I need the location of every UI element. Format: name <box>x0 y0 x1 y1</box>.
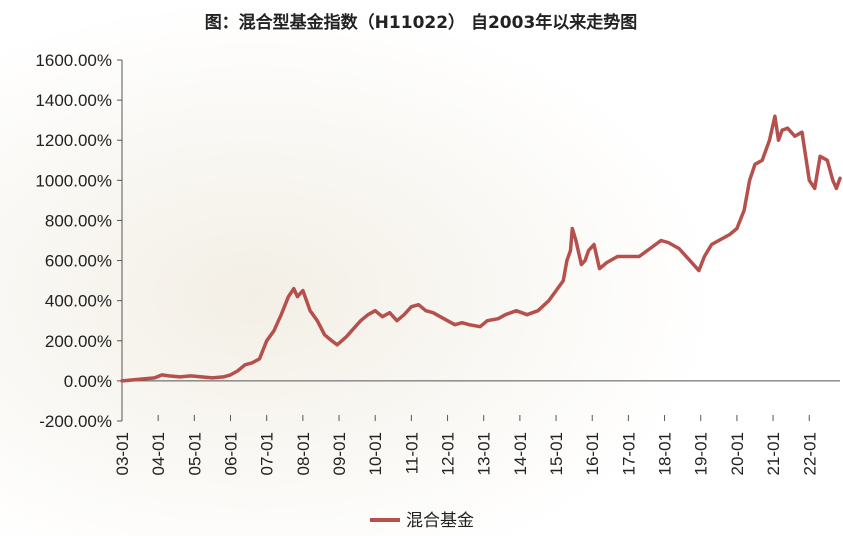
x-tick-label: 16-01 <box>583 432 602 475</box>
x-tick-label: 18-01 <box>656 432 675 475</box>
x-tick-label: 08-01 <box>294 432 313 475</box>
y-axis: 1600.00% 1400.00% 1200.00% 1000.00% 800.00% 6… <box>35 51 123 431</box>
x-tick-label: 13-01 <box>475 432 494 475</box>
y-tick-label: 200.00% <box>45 332 112 351</box>
x-tick-label: 21-01 <box>764 432 783 475</box>
x-tick-label: 07-01 <box>258 432 277 475</box>
series-line-0 <box>120 114 842 383</box>
y-tick-label: 400.00% <box>45 292 112 311</box>
x-tick-label: 19-01 <box>692 432 711 475</box>
x-tick-label: 10-01 <box>366 432 385 475</box>
x-tick-label: 03-01 <box>113 432 132 475</box>
y-tick-label: 0.00% <box>64 372 112 391</box>
y-tick-label: 1000.00% <box>35 171 112 190</box>
y-tick-label: 800.00% <box>45 211 112 230</box>
legend: 混合基金 <box>370 511 474 531</box>
x-axis: 03-01 04-01 05-01 06-01 07-01 08-01 09-01 10-01… <box>113 380 840 475</box>
y-tick-label: 1600.00% <box>35 51 112 70</box>
series-group <box>120 114 842 383</box>
x-tick-label: 09-01 <box>330 432 349 475</box>
x-tick-label: 15-01 <box>547 432 566 475</box>
x-tick-label: 12-01 <box>439 432 458 475</box>
y-tick-label: 1400.00% <box>35 91 112 110</box>
y-tick-label: -200.00% <box>39 412 112 431</box>
y-tick-label: 600.00% <box>45 252 112 271</box>
x-tick-label: 11-01 <box>402 432 421 474</box>
x-tick-label: 14-01 <box>511 432 530 475</box>
x-tick-label: 04-01 <box>149 432 168 475</box>
x-tick-label: 05-01 <box>185 432 204 475</box>
x-tick-label: 17-01 <box>619 432 638 475</box>
x-tick-label: 20-01 <box>728 432 747 475</box>
x-tick-label: 06-01 <box>222 432 241 475</box>
x-tick-label: 22-01 <box>800 432 819 475</box>
chart-title: 图：混合型基金指数（H11022） 自2003年以来走势图 <box>205 12 638 33</box>
y-tick-label: 1200.00% <box>35 131 112 150</box>
legend-label: 混合基金 <box>406 511 474 531</box>
